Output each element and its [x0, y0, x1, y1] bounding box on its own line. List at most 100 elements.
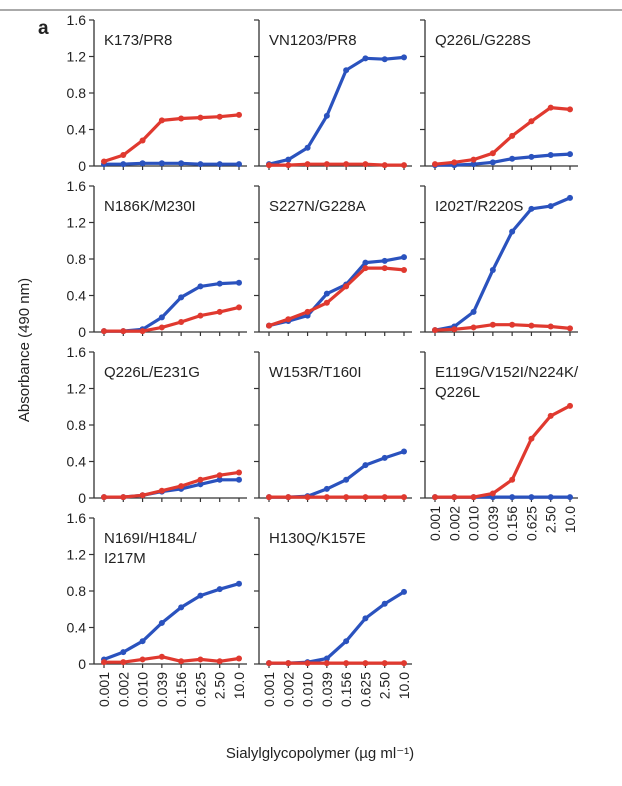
x-tick-label: 0.002 — [115, 672, 131, 707]
data-point — [323, 485, 330, 492]
data-point — [362, 55, 369, 62]
data-point — [158, 160, 165, 167]
y-tick-label: 1.6 — [67, 12, 87, 28]
panel-title: W153R/T160I — [269, 364, 362, 381]
data-point — [304, 660, 311, 667]
panel-9: 0.001 0.002 0.010 0.039 0.156 0.625 2.50 10.0 E1… — [420, 351, 579, 541]
data-point — [285, 156, 292, 163]
data-point — [509, 155, 516, 162]
data-point — [323, 299, 330, 306]
data-point — [509, 132, 516, 139]
data-point — [236, 580, 242, 587]
data-point — [547, 323, 554, 330]
data-point — [139, 160, 146, 167]
data-point — [285, 162, 292, 169]
data-point — [178, 483, 185, 490]
data-point — [451, 159, 458, 166]
data-point — [197, 312, 204, 319]
panel-5: S227N/G228A — [254, 185, 412, 336]
series-1 — [101, 580, 242, 663]
panel-2: VN1203/PR8 — [254, 19, 412, 170]
data-point — [547, 152, 554, 159]
data-point — [101, 659, 107, 666]
data-point — [528, 118, 535, 125]
panel-4: 0 0.4 0.8 1.2 1.6 N186K/M230I — [67, 178, 247, 340]
data-point — [547, 412, 554, 419]
data-point — [362, 462, 369, 469]
data-point — [470, 156, 477, 163]
x-tick-label: 0.002 — [446, 506, 462, 541]
data-point — [528, 205, 535, 212]
data-point — [567, 106, 573, 113]
data-point — [101, 494, 107, 501]
data-point — [120, 328, 127, 335]
x-tick-label: 0.156 — [504, 506, 520, 541]
x-tick-label: 10.0 — [231, 672, 247, 699]
series-1 — [432, 194, 573, 334]
panel-3: Q226L/G228S — [420, 19, 578, 170]
data-point — [343, 67, 350, 74]
series-2 — [101, 304, 242, 335]
data-point — [178, 115, 185, 122]
x-tick-label: 0.010 — [300, 672, 316, 707]
data-point — [343, 161, 350, 168]
panel-6: I202T/R220S — [420, 185, 578, 336]
panel-grid: 0 0.4 0.8 1.2 1.6 K173/PR8 VN1203/PR8 Q226L/G22… — [67, 12, 579, 707]
data-point — [236, 655, 242, 662]
data-point — [158, 619, 165, 626]
data-point — [381, 257, 388, 264]
series-line — [102, 582, 241, 662]
x-tick-label: 0.625 — [192, 672, 208, 707]
data-point — [304, 144, 311, 151]
data-point — [120, 161, 127, 168]
data-point — [236, 111, 242, 118]
panel-title: H130Q/K157E — [269, 530, 366, 547]
data-point — [381, 56, 388, 63]
data-point — [381, 454, 388, 461]
y-tick-label: 1.6 — [67, 344, 87, 360]
data-point — [567, 402, 573, 409]
data-point — [285, 660, 292, 667]
x-tick-label: 0.625 — [357, 672, 373, 707]
series-1 — [432, 151, 573, 169]
data-point — [343, 638, 350, 645]
panel-7: 0 0.4 0.8 1.2 1.6 Q226L/E231G — [67, 344, 247, 506]
panel-title: E119G/V152I/N224K/Q226L — [435, 364, 579, 401]
series-line — [102, 161, 241, 166]
data-point — [401, 266, 407, 273]
data-point — [343, 283, 350, 290]
series-line — [433, 196, 572, 332]
data-point — [158, 314, 165, 321]
data-point — [178, 658, 185, 665]
panel-title: N169I/H184L/I217M — [104, 530, 197, 567]
data-point — [236, 304, 242, 311]
data-point — [266, 162, 272, 169]
series-line — [267, 255, 406, 328]
x-tick-label: 0.010 — [135, 672, 151, 707]
data-point — [567, 494, 573, 501]
y-tick-label: 0.8 — [67, 583, 87, 599]
panel-title: I202T/R220S — [435, 198, 523, 215]
data-point — [362, 615, 369, 622]
x-tick-label: 0.010 — [466, 506, 482, 541]
y-tick-label: 0 — [78, 324, 86, 340]
x-tick-label: 0.001 — [261, 672, 277, 707]
data-point — [139, 492, 146, 499]
series-1 — [266, 588, 407, 667]
data-point — [178, 318, 185, 325]
data-point — [381, 162, 388, 169]
x-tick-label: 0.001 — [96, 672, 112, 707]
data-point — [401, 588, 407, 595]
y-tick-label: 0.4 — [67, 454, 87, 470]
y-tick-label: 0.8 — [67, 251, 87, 267]
data-point — [304, 494, 311, 501]
data-point — [362, 660, 369, 667]
data-point — [362, 265, 369, 272]
series-2 — [266, 161, 407, 169]
data-point — [216, 476, 223, 483]
data-point — [381, 660, 388, 667]
data-point — [236, 476, 242, 483]
data-point — [489, 159, 496, 166]
data-point — [343, 476, 350, 483]
y-tick-label: 1.2 — [67, 49, 87, 65]
